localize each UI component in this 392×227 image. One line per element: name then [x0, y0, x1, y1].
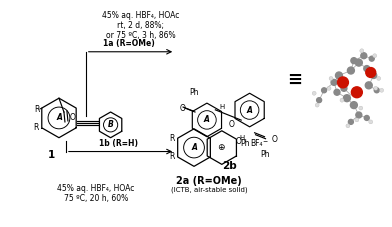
Text: −: −: [263, 138, 268, 143]
Text: O: O: [70, 114, 76, 122]
Circle shape: [369, 120, 373, 124]
Circle shape: [371, 72, 377, 79]
Text: 45% aq. HBF₄, HOAc: 45% aq. HBF₄, HOAc: [102, 11, 179, 20]
Circle shape: [356, 59, 362, 66]
Text: R: R: [169, 134, 175, 143]
Text: or 75 ºC, 3 h, 86%: or 75 ºC, 3 h, 86%: [105, 31, 175, 40]
Text: Ph: Ph: [260, 150, 269, 158]
Text: rt, 2 d, 88%;: rt, 2 d, 88%;: [117, 21, 164, 30]
Text: 2a (R=OMe): 2a (R=OMe): [176, 176, 242, 186]
Text: 1a (R=OMe): 1a (R=OMe): [103, 39, 154, 48]
Circle shape: [338, 77, 348, 88]
Text: 75 ºC, 20 h, 60%: 75 ºC, 20 h, 60%: [64, 194, 128, 203]
Circle shape: [374, 86, 378, 90]
Circle shape: [336, 72, 343, 79]
Text: R: R: [169, 153, 175, 161]
Circle shape: [334, 89, 340, 95]
Text: 2b: 2b: [222, 161, 237, 171]
Text: 1b (R=H): 1b (R=H): [99, 138, 138, 148]
Text: O: O: [179, 104, 185, 113]
Circle shape: [331, 79, 337, 85]
Text: R: R: [34, 105, 40, 114]
Circle shape: [369, 56, 374, 61]
Circle shape: [315, 103, 319, 107]
Circle shape: [360, 49, 364, 53]
Text: H: H: [239, 135, 244, 141]
Text: Ph: Ph: [189, 88, 199, 97]
Circle shape: [321, 88, 327, 93]
Circle shape: [356, 112, 362, 118]
Circle shape: [329, 76, 333, 80]
Text: A: A: [56, 114, 62, 122]
Circle shape: [351, 87, 362, 98]
Text: O: O: [236, 137, 241, 146]
Circle shape: [355, 118, 359, 122]
Circle shape: [346, 124, 350, 128]
Circle shape: [341, 85, 347, 91]
Circle shape: [327, 86, 331, 90]
Circle shape: [347, 67, 354, 74]
Circle shape: [361, 53, 367, 59]
Text: 45% aq. HBF₄, HOAc: 45% aq. HBF₄, HOAc: [57, 184, 134, 193]
Text: B: B: [108, 120, 114, 129]
Text: H: H: [219, 104, 225, 110]
Circle shape: [364, 116, 369, 120]
Text: O: O: [272, 135, 277, 144]
Circle shape: [373, 54, 377, 58]
Circle shape: [366, 68, 376, 77]
Circle shape: [350, 102, 358, 109]
Text: ⊕: ⊕: [217, 143, 225, 152]
Circle shape: [377, 76, 381, 80]
Circle shape: [312, 91, 316, 95]
Text: A: A: [191, 143, 197, 152]
Circle shape: [317, 98, 321, 103]
Circle shape: [374, 88, 379, 93]
Circle shape: [351, 58, 357, 64]
Circle shape: [340, 98, 344, 102]
Circle shape: [348, 119, 353, 124]
Circle shape: [359, 106, 363, 110]
Text: 1: 1: [47, 150, 54, 160]
Circle shape: [364, 66, 370, 72]
Text: Ph: Ph: [240, 139, 250, 148]
Text: A: A: [247, 106, 252, 115]
Circle shape: [365, 82, 372, 89]
Text: R: R: [33, 123, 39, 132]
Text: BF₄: BF₄: [250, 139, 263, 148]
Text: O: O: [229, 120, 235, 129]
Circle shape: [343, 95, 350, 102]
Text: (ICTB, air-stable solid): (ICTB, air-stable solid): [171, 186, 247, 192]
Text: A: A: [204, 115, 210, 124]
Circle shape: [380, 88, 384, 92]
Text: ≡: ≡: [287, 72, 302, 89]
